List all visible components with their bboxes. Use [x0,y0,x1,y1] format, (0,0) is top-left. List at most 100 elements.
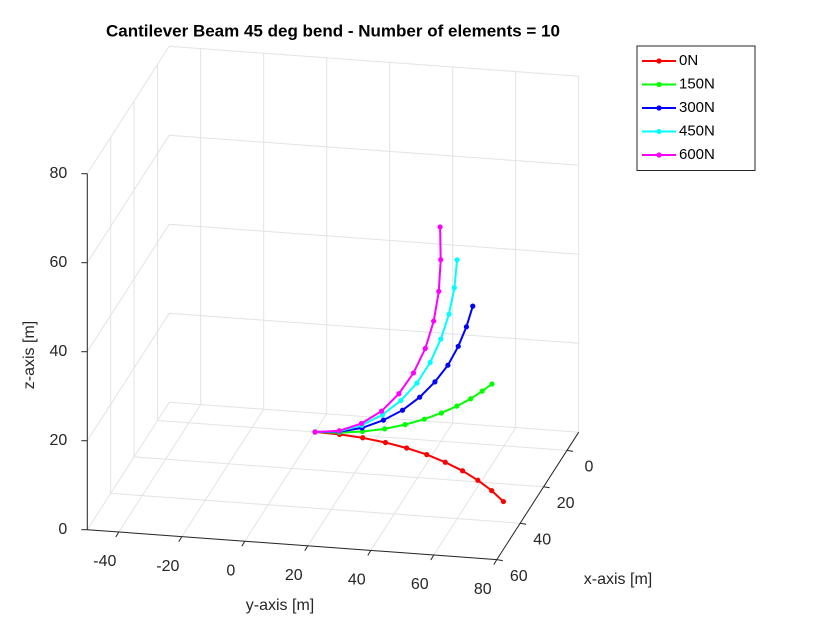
data-point [427,359,433,365]
grid-line [169,401,579,433]
grid-line [118,404,202,533]
y-tick [430,554,435,561]
grid-line [181,408,265,537]
legend: 0N 150N 300N 450N 600N [636,45,756,171]
data-point [417,394,423,400]
data-point [414,380,420,386]
grid-line [169,134,579,166]
y-tick-label: 40 [348,572,366,589]
y-axis-label: y-axis [m] [246,597,314,614]
grid-line [86,46,170,174]
data-point [455,343,461,349]
axes: -40 -20 0 20 40 60 80 0 20 40 60 0 20 40 60 80 [50,165,594,598]
data-point [421,416,427,422]
legend-label: 600N [679,146,715,163]
data-point [396,391,402,397]
data-point [489,381,495,387]
data-point [438,410,445,416]
data-point [459,468,466,474]
data-point [358,420,365,427]
x-tick [496,559,503,562]
data-point [454,403,460,409]
data-point [445,362,451,368]
grid-line [86,224,170,352]
data-point [489,488,495,494]
z-tick-label: 20 [50,432,68,449]
data-point [422,345,428,352]
grid-line [169,45,579,77]
data-point [437,224,443,230]
data-point [470,303,476,309]
grid-line [244,413,328,542]
grid-line [86,313,170,441]
data-point [446,311,452,317]
grid-line [433,427,517,556]
y-tick [304,545,309,552]
data-point [442,459,448,465]
data-point [360,435,366,441]
legend-marker [656,81,662,88]
data-point [479,388,485,394]
x-axis-label: x-axis [m] [584,571,652,588]
data-point [500,498,507,505]
data-point [424,452,430,458]
x-tick-label: 20 [557,495,575,512]
data-point [402,421,408,428]
x-tick [566,449,574,452]
grid-line [169,312,579,344]
y-axis-line [87,529,497,561]
grid-line [86,135,170,263]
data-point [399,407,406,413]
grid-line [169,223,579,255]
data-point [438,336,444,342]
data-point [475,477,481,483]
z-tick-label: 0 [58,521,67,538]
z-axis-label: z-axis [m] [21,321,38,389]
data-point [468,396,474,402]
data-point [382,439,389,446]
y-tick-label: -20 [156,558,179,575]
data-point [451,285,457,291]
grid-line [134,456,544,488]
data-point [398,397,404,404]
y-tick [367,550,372,556]
data-point [463,324,470,330]
x-tick [520,522,527,525]
x-tick-label: 0 [585,459,594,476]
legend-label: 450N [679,122,715,139]
data-point [454,257,460,263]
x-tick [543,486,550,489]
z-tick-label: 40 [50,343,68,360]
legend-marker [656,128,662,135]
y-tick [115,531,120,538]
legend-marker [656,152,662,158]
legend-marker [656,105,662,111]
x-tick-label: 60 [510,568,528,585]
z-tick-label: 80 [50,165,68,182]
data-point [432,379,438,385]
data-point [380,417,387,423]
data-point [312,429,318,435]
legend-label: 300N [679,99,715,116]
data-point [431,318,437,324]
z-tick-label: 60 [50,254,68,271]
data-point [382,426,388,432]
legend-marker [656,58,662,64]
data-point [438,257,444,263]
legend-label: 150N [679,75,715,92]
y-tick-label: 20 [285,567,303,584]
grid-line [86,402,170,530]
y-tick [493,559,498,565]
y-tick [178,536,183,542]
x-axis-line [496,431,580,560]
data-point [404,445,410,451]
plot-area [312,224,507,505]
data-point [436,288,442,294]
y-tick-label: 80 [474,581,492,598]
x-tick-label: 40 [533,531,551,548]
y-tick [241,540,246,547]
legend-label: 0N [679,52,698,69]
grid-line [370,422,454,551]
grid-line [110,492,521,524]
